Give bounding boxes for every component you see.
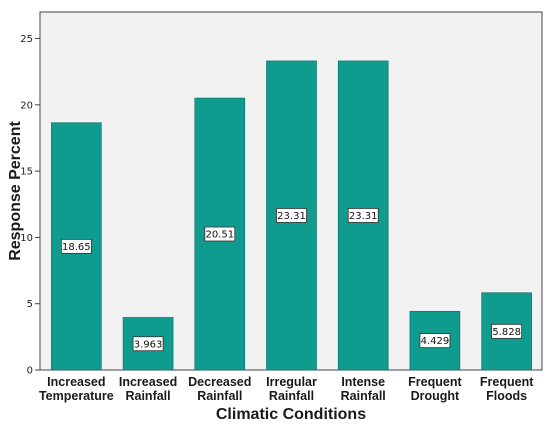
data-label-box [60, 238, 92, 254]
y-axis: 0 5 10 15 20 25 [20, 34, 40, 377]
x-tick-label: Rainfall [341, 389, 386, 403]
bars: 18.65 3.963 20.51 23.31 23.31 4.429 5.828 [51, 60, 532, 371]
x-tick-label: Rainfall [125, 389, 170, 403]
x-tick-label: Increased [119, 375, 177, 389]
x-tick-label: Frequent [480, 375, 534, 389]
y-tick-label: 10 [20, 233, 33, 244]
x-tick-label: Irregular [266, 375, 317, 389]
y-tick-label: 25 [20, 34, 33, 45]
x-tick-label: Temperature [39, 389, 114, 403]
data-label: 3.963 [134, 339, 163, 350]
data-label: 18.65 [62, 242, 91, 253]
data-label: 23.31 [349, 211, 378, 222]
data-label: 23.31 [277, 211, 306, 222]
x-tick-label: Rainfall [197, 389, 242, 403]
x-tick-label: Frequent [408, 375, 462, 389]
x-axis: IncreasedTemperatureIncreasedRainfallDec… [39, 375, 534, 403]
y-tick-label: 15 [20, 167, 33, 178]
x-tick-label: Decreased [188, 375, 251, 389]
y-tick-label: 20 [20, 100, 33, 111]
y-tick-label: 5 [27, 299, 33, 310]
data-label: 4.429 [421, 336, 450, 347]
x-tick-label: Floods [486, 389, 527, 403]
data-label-box [491, 323, 523, 339]
data-label-box [276, 208, 307, 223]
x-axis-title: Climatic Conditions [216, 406, 366, 423]
y-tick-label: 0 [27, 366, 33, 377]
data-label-box [132, 336, 164, 352]
y-axis-title: Response Percent [7, 121, 24, 261]
data-label-box [347, 208, 379, 223]
data-label: 20.51 [205, 230, 234, 241]
x-tick-label: Drought [411, 389, 460, 403]
x-tick-label: Intense [341, 375, 385, 389]
x-tick-label: Rainfall [269, 389, 314, 403]
data-label: 5.828 [492, 327, 521, 338]
x-tick-label: Increased [47, 375, 105, 389]
data-label-box [419, 333, 451, 349]
data-label-box [204, 226, 236, 242]
